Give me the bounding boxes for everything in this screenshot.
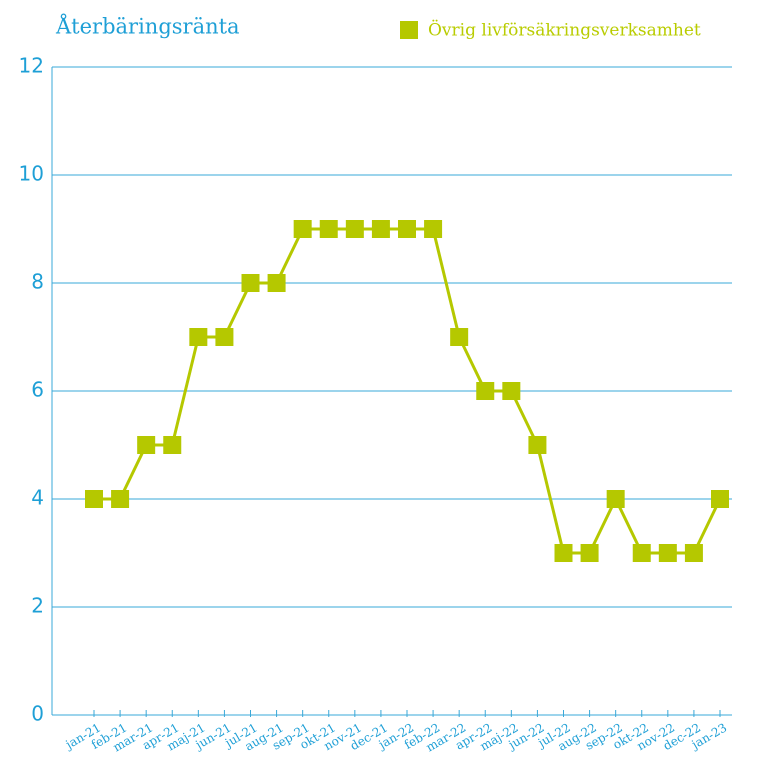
legend-swatch	[400, 21, 418, 39]
point-marker	[137, 436, 156, 454]
point-marker	[580, 544, 599, 562]
y-tick-label: 0	[31, 702, 44, 726]
point-marker	[163, 436, 182, 454]
point-marker	[424, 220, 443, 238]
y-tick-label: 8	[31, 270, 44, 294]
point-marker	[658, 544, 677, 562]
point-marker	[606, 490, 625, 508]
point-marker	[450, 328, 469, 346]
point-marker	[267, 274, 286, 292]
legend-label: Övrig livförsäkringsverksamhet	[428, 20, 701, 41]
y-tick-label: 10	[19, 162, 44, 186]
point-marker	[293, 220, 312, 238]
point-marker	[111, 490, 130, 508]
point-marker	[371, 220, 390, 238]
point-marker	[189, 328, 208, 346]
point-marker	[476, 382, 495, 400]
point-marker	[241, 274, 260, 292]
y-tick-label: 12	[19, 54, 44, 78]
y-tick-label: 6	[31, 378, 44, 402]
point-marker	[528, 436, 547, 454]
y-tick-label: 4	[31, 486, 44, 510]
point-marker	[684, 544, 703, 562]
chart-title: Återbäringsränta	[55, 14, 240, 39]
point-marker	[215, 328, 234, 346]
point-marker	[711, 490, 729, 508]
point-marker	[398, 220, 416, 238]
point-marker	[502, 382, 521, 400]
point-marker	[554, 544, 573, 562]
y-tick-label: 2	[31, 594, 44, 618]
point-marker	[345, 220, 364, 238]
point-marker	[632, 544, 651, 562]
point-marker	[319, 220, 338, 238]
point-marker	[85, 490, 103, 508]
